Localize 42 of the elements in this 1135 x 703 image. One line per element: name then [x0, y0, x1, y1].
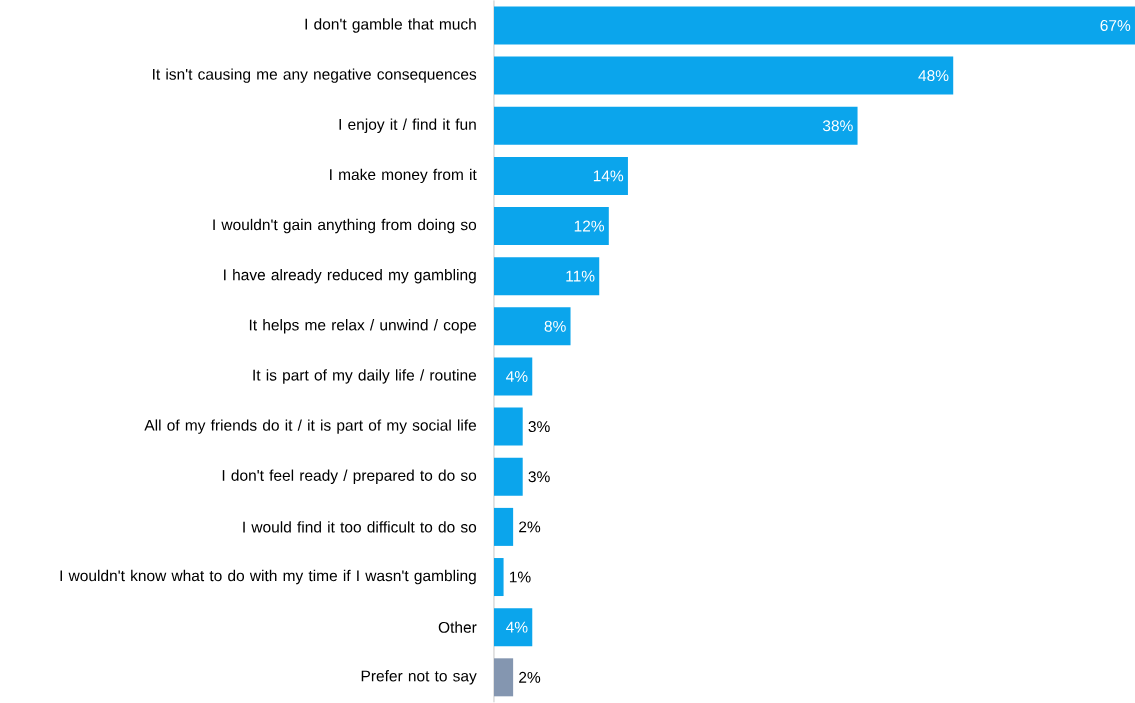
data-label: 2%	[519, 671, 541, 683]
bar	[494, 207, 609, 246]
data-label: 3%	[528, 421, 550, 433]
bar	[494, 6, 1135, 45]
bar	[494, 608, 533, 647]
data-label: 67%	[1100, 20, 1131, 32]
bar	[494, 407, 523, 446]
bar	[494, 357, 533, 396]
y-tick-label: It is part of my daily life / routine	[253, 369, 477, 384]
data-label: 12%	[574, 220, 605, 232]
data-label: 1%	[509, 571, 531, 583]
data-label: 38%	[822, 120, 853, 132]
y-tick-label: Other	[438, 621, 477, 633]
data-label: 4%	[506, 371, 528, 382]
data-label: 11%	[566, 270, 595, 282]
y-tick-label: All of my friends do it / it is part of my social life	[144, 419, 477, 434]
data-label: 8%	[544, 320, 566, 332]
data-label: 4%	[506, 621, 528, 633]
bar	[494, 56, 954, 95]
y-tick-label: It isn't causing me any negative consequences	[153, 68, 477, 83]
y-tick-label: It helps me relax / unwind / cope	[249, 319, 477, 334]
y-tick-label: I have already reduced my gambling	[224, 269, 476, 284]
y-tick-label: Prefer not to say	[361, 670, 477, 685]
y-tick-label: I enjoy it / find it fun	[339, 118, 476, 134]
bar	[494, 457, 523, 496]
bar	[494, 106, 858, 145]
data-label: 14%	[593, 170, 624, 182]
data-label: 48%	[918, 70, 949, 82]
bar	[494, 157, 628, 196]
bar	[494, 307, 571, 346]
bar	[494, 658, 514, 697]
y-tick-label: I don't feel ready / prepared to do so	[222, 469, 477, 485]
bar	[494, 508, 514, 546]
bar	[494, 558, 504, 597]
y-tick-label: I don't gamble that much	[305, 18, 476, 33]
bar	[494, 257, 600, 296]
y-tick-label: I wouldn't gain anything from doing so	[213, 218, 477, 234]
data-label: 2%	[519, 521, 541, 533]
y-tick-label: I would find it too difficult to do so	[243, 521, 477, 533]
y-tick-label: I wouldn't know what to do with my time if I wasn't gambling	[60, 569, 476, 585]
y-tick-label: I make money from it	[330, 168, 477, 184]
data-label: 3%	[528, 471, 550, 483]
